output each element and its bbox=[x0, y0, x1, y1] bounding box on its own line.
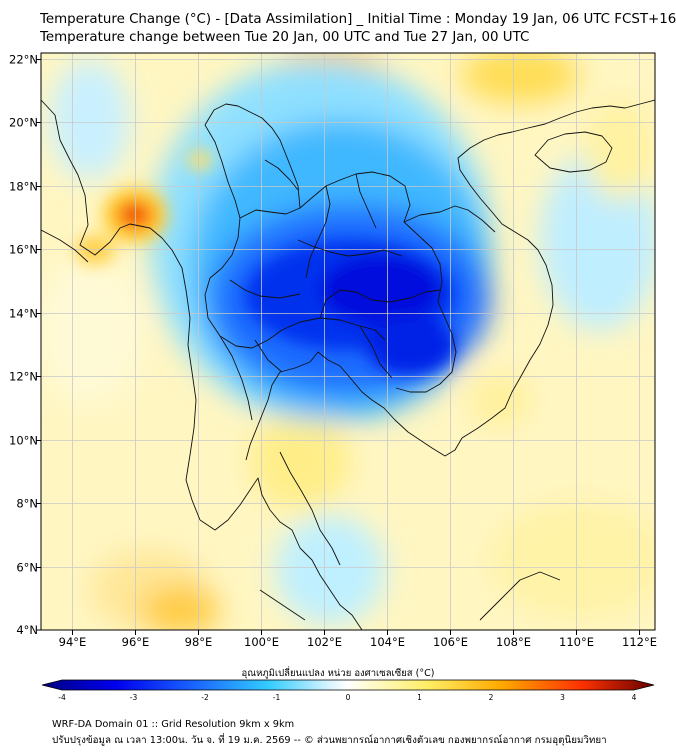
lat-tick-label: 14°N bbox=[9, 307, 38, 321]
lat-tick-label: 6°N bbox=[16, 561, 38, 575]
lon-tick-label: 98°E bbox=[185, 635, 213, 649]
colorbar-title: อุณหภูมิเปลี่ยนแปลง หน่วย องศาเซลเซียส (… bbox=[241, 668, 435, 679]
lat-tick-label: 4°N bbox=[16, 623, 38, 637]
footer-line-1: WRF-DA Domain 01 :: Grid Resolution 9km … bbox=[52, 719, 295, 730]
colorbar-tick-label: 2 bbox=[489, 693, 494, 702]
lon-tick-label: 110°E bbox=[559, 635, 594, 649]
lat-tick-label: 22°N bbox=[9, 53, 38, 67]
colorbar-tick-label: -2 bbox=[201, 693, 209, 702]
map-subtitle: Temperature change between Tue 20 Jan, 0… bbox=[40, 30, 530, 45]
lat-tick-label: 12°N bbox=[9, 370, 38, 384]
colorbar-tick-label: 1 bbox=[417, 693, 422, 702]
colorbar: -4 -3 -2 -1 0 1 2 3 4 bbox=[41, 679, 655, 702]
axis-ticks bbox=[36, 59, 640, 635]
lon-tick-labels: 94°E 96°E 98°E 100°E 102°E 104°E 106°E 1… bbox=[59, 635, 657, 649]
map-title: Temperature Change (°C) - [Data Assimila… bbox=[40, 12, 676, 27]
lat-tick-label: 10°N bbox=[9, 434, 38, 448]
colorbar-tick-label: -3 bbox=[130, 693, 138, 702]
lon-tick-label: 112°E bbox=[622, 635, 657, 649]
lon-tick-label: 100°E bbox=[244, 635, 279, 649]
coastlines-borders bbox=[41, 99, 655, 630]
colorbar-tick-label: 0 bbox=[346, 693, 351, 702]
lon-tick-label: 108°E bbox=[496, 635, 531, 649]
footer-line-2: ปรับปรุงข้อมูล ณ เวลา 13:00น. วัน จ. ที่… bbox=[52, 735, 607, 746]
colorbar-tick-label: -4 bbox=[58, 693, 66, 702]
colorbar-tick-label: -1 bbox=[273, 693, 281, 702]
lon-tick-label: 96°E bbox=[122, 635, 150, 649]
lon-tick-label: 106°E bbox=[433, 635, 468, 649]
lat-tick-labels: 4°N 6°N 8°N 10°N 12°N 14°N 16°N 18°N 20°… bbox=[9, 53, 38, 638]
colorbar-tick-label: 3 bbox=[560, 693, 565, 702]
lat-tick-label: 16°N bbox=[9, 243, 38, 257]
lon-tick-label: 94°E bbox=[59, 635, 87, 649]
colorbar-ramp bbox=[41, 679, 655, 691]
lat-tick-label: 18°N bbox=[9, 180, 38, 194]
colorbar-tick-label: 4 bbox=[632, 693, 637, 702]
lon-tick-label: 104°E bbox=[370, 635, 405, 649]
lat-tick-label: 8°N bbox=[16, 497, 38, 511]
lon-tick-label: 102°E bbox=[307, 635, 342, 649]
temperature-field bbox=[41, 53, 655, 630]
map-gridlines bbox=[41, 53, 655, 630]
map-frame bbox=[40, 52, 656, 631]
lat-tick-label: 20°N bbox=[9, 116, 38, 130]
